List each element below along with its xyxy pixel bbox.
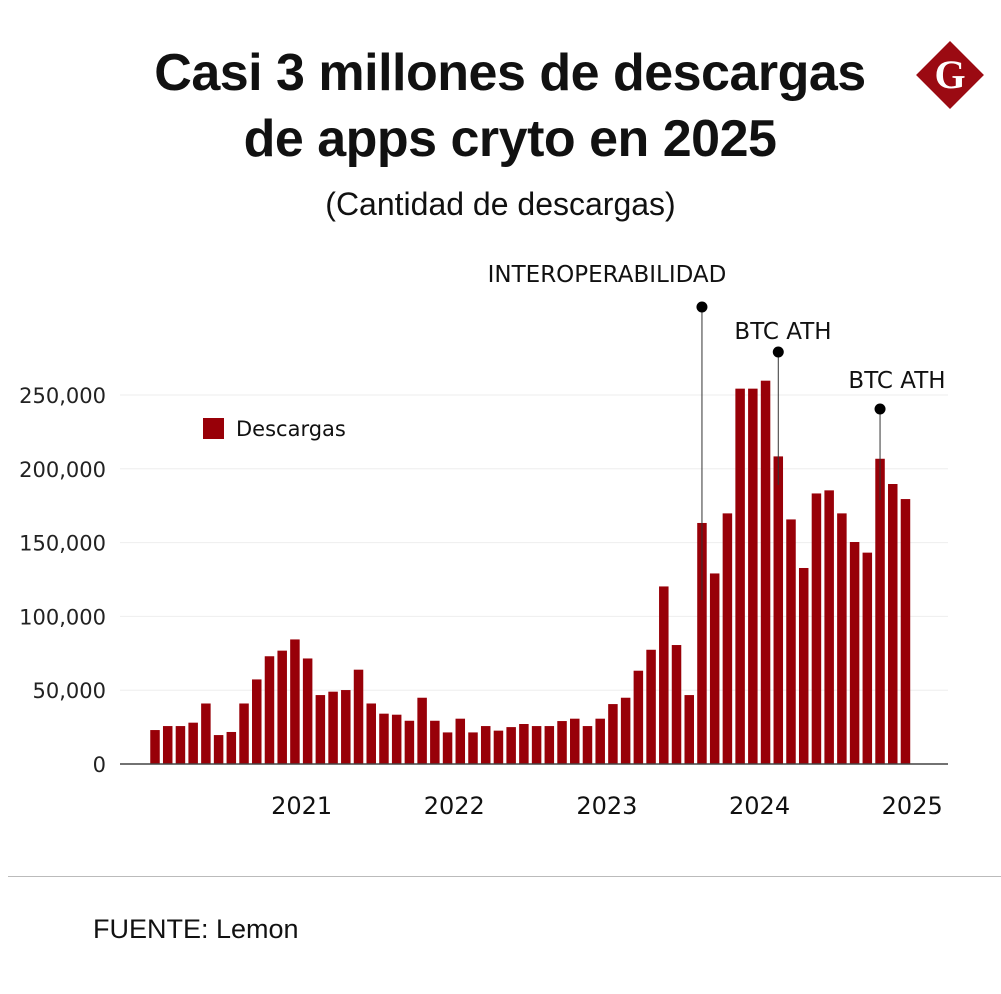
annotation-dot	[772, 346, 784, 358]
bar	[277, 650, 287, 764]
x-tick-label: 2021	[271, 792, 332, 820]
bar	[862, 552, 873, 764]
bar	[684, 695, 694, 764]
bar	[366, 703, 376, 764]
title-line-2: de apps cryto en 2025	[243, 110, 777, 168]
y-tick-label: 250,000	[19, 384, 106, 408]
bar	[188, 722, 198, 764]
annotation-dot	[696, 301, 708, 313]
bar	[328, 691, 338, 764]
logo-letter: G	[934, 52, 965, 97]
chart-title: Casi 3 millones de descargas de apps cry…	[60, 40, 960, 172]
bar	[226, 731, 237, 764]
bar	[837, 513, 847, 764]
bar	[493, 730, 504, 764]
annotation-dot	[874, 403, 886, 415]
bar	[608, 704, 618, 764]
bar	[646, 649, 656, 764]
bar	[697, 522, 707, 764]
bar	[875, 458, 885, 764]
bar	[786, 519, 796, 764]
bar	[748, 388, 758, 764]
bar	[824, 490, 834, 764]
bar	[341, 690, 351, 764]
y-tick-label: 0	[93, 753, 106, 777]
bar	[175, 726, 186, 764]
bar	[480, 726, 491, 764]
bar	[773, 456, 784, 764]
legend-swatch	[203, 418, 224, 439]
bar	[735, 388, 745, 764]
annotation-label: BTC ATH	[848, 368, 945, 394]
chart-subtitle: (Cantidad de descargas)	[325, 186, 676, 222]
bar	[544, 726, 555, 764]
bar	[213, 735, 224, 764]
bar	[506, 727, 516, 764]
bar	[798, 567, 809, 764]
annotation-label: INTEROPERABILIDAD	[488, 262, 727, 288]
x-tick-label: 2024	[729, 792, 790, 820]
bar	[570, 718, 580, 764]
y-tick-label: 150,000	[19, 532, 106, 556]
bar	[620, 697, 631, 764]
bar	[290, 639, 300, 764]
x-tick-label: 2023	[576, 792, 637, 820]
bar	[239, 703, 249, 764]
title-line-1: Casi 3 millones de descargas	[154, 44, 866, 102]
bar	[722, 513, 733, 764]
y-tick-label: 100,000	[19, 605, 106, 629]
bar	[849, 542, 860, 764]
bar-chart: 0 50,000 100,000 150,000 200,000 250,000 2021 2…	[19, 262, 948, 820]
bar	[379, 713, 389, 764]
bar	[162, 726, 173, 764]
bar	[811, 493, 822, 764]
bar	[417, 697, 427, 764]
bar	[455, 718, 466, 764]
bar	[633, 670, 644, 764]
bar	[430, 720, 440, 764]
bar	[201, 703, 211, 764]
bar	[900, 499, 911, 764]
bar	[391, 714, 402, 764]
x-tick-label: 2025	[882, 792, 943, 820]
y-tick-label: 200,000	[19, 458, 106, 482]
bar	[442, 732, 453, 764]
bar	[150, 730, 160, 764]
bar	[557, 721, 567, 764]
bar	[264, 656, 275, 764]
bar	[531, 726, 542, 764]
bar	[519, 724, 529, 764]
bar	[315, 695, 326, 764]
bar	[353, 669, 364, 764]
bar	[252, 679, 262, 764]
legend-label: Descargas	[236, 417, 346, 441]
bar	[709, 573, 720, 764]
bar	[595, 718, 605, 764]
bar	[404, 720, 415, 764]
divider	[8, 876, 1001, 877]
y-tick-label: 50,000	[33, 679, 106, 703]
source-note: FUENTE: Lemon	[93, 914, 299, 944]
brand-logo: G	[916, 41, 984, 109]
x-tick-label: 2022	[424, 792, 485, 820]
bar	[582, 726, 593, 764]
bar	[302, 658, 313, 764]
annotation-label: BTC ATH	[734, 319, 831, 345]
bar	[888, 484, 898, 764]
bar	[468, 732, 478, 764]
bar	[760, 380, 771, 764]
bar	[671, 645, 682, 764]
bar	[659, 586, 669, 764]
